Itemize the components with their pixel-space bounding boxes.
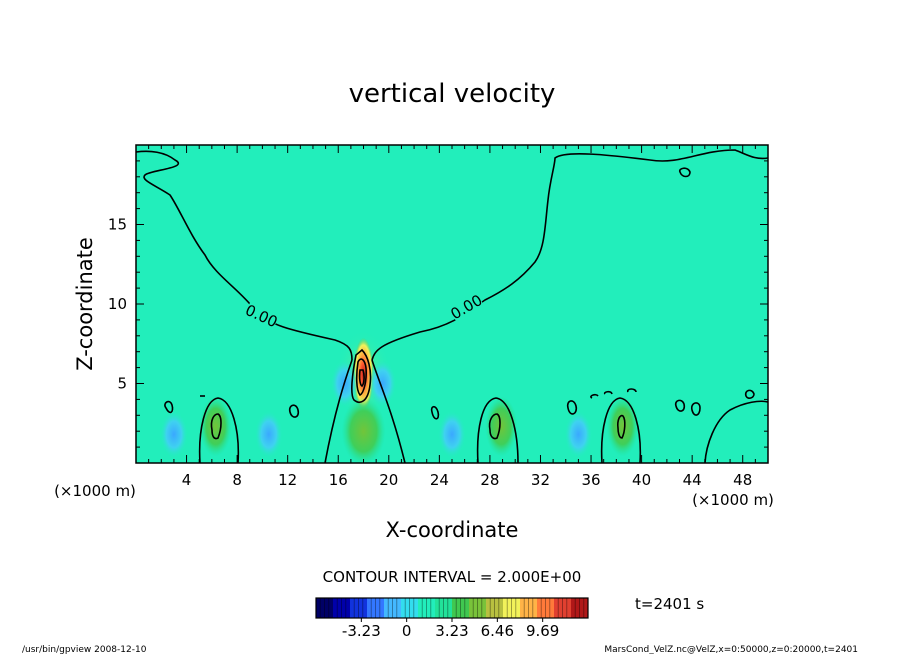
small-contour-2 — [288, 404, 300, 418]
small-contour-8 — [678, 167, 691, 178]
small-contour-9 — [590, 388, 637, 399]
small-contour-4 — [566, 400, 578, 415]
updraft-contour-6 — [198, 397, 240, 463]
core-base-updraft — [341, 397, 386, 463]
y-tick-label: 5 — [117, 375, 127, 393]
colorbar-swatch — [333, 598, 351, 618]
feature-downdraft-5 — [254, 410, 283, 459]
plot-background — [136, 145, 768, 463]
colorbar-tick-label: 6.46 — [481, 622, 514, 640]
x-tick-label: 28 — [480, 471, 499, 489]
colorbar-swatch — [503, 598, 521, 618]
x-tick-label: 48 — [733, 471, 752, 489]
colorbar-swatch — [486, 598, 504, 618]
x-axis: 4 8 12 16 20 24 28 32 36 40 44 48 — [148, 145, 756, 489]
x-tick-label: 20 — [379, 471, 398, 489]
updraft-contour-38-inner — [617, 414, 626, 439]
colorbar-swatch — [350, 598, 368, 618]
updraft-contour-29 — [476, 397, 519, 463]
colorbar-tick-label: 9.69 — [526, 622, 559, 640]
y-tick-label: 10 — [108, 295, 127, 313]
colorbar-swatch — [554, 598, 572, 618]
contour-interval-label: CONTOUR INTERVAL = 2.000E+00 — [323, 568, 582, 586]
feature-downdraft-4 — [159, 410, 188, 459]
colorbar-swatch — [384, 598, 402, 618]
y-axis: 5 10 15 — [108, 160, 768, 448]
colorbar-swatch — [571, 598, 589, 618]
small-contour-1 — [164, 400, 174, 414]
footer-right: MarsCond_VelZ.nc@VelZ,x=0:50000,z=0:2000… — [604, 645, 858, 654]
x-tick-label: 44 — [683, 471, 702, 489]
colorbar-swatch — [401, 598, 419, 618]
small-contour-6 — [690, 402, 701, 416]
colorbar-swatch — [418, 598, 436, 618]
zero-contour-upper — [136, 149, 768, 361]
x-unit-label-right: (×1000 m) — [692, 491, 774, 509]
colorbar-swatch — [435, 598, 453, 618]
updraft-contour-6-inner — [210, 413, 222, 440]
footer-left: /usr/bin/gpview 2008-12-10 — [22, 645, 147, 654]
colorbar-swatch — [537, 598, 555, 618]
core-contour-6 — [358, 369, 365, 387]
chart-title: vertical velocity — [349, 79, 556, 109]
x-tick-label: 40 — [632, 471, 651, 489]
contour-lines — [136, 149, 768, 463]
colorbar-swatch — [520, 598, 538, 618]
colorbar-swatch — [469, 598, 487, 618]
core-contour-outer — [324, 359, 406, 463]
x-tick-label: 8 — [232, 471, 242, 489]
core-contour-2 — [351, 348, 372, 403]
colorbar-swatch — [316, 598, 334, 618]
field-features — [159, 329, 639, 463]
feature-updraft-3 — [606, 396, 639, 457]
y-tick-label: 15 — [108, 216, 127, 234]
x-tick-label: 32 — [531, 471, 550, 489]
colorbar-tick-label: 3.23 — [435, 622, 468, 640]
x-tick-label: 4 — [182, 471, 192, 489]
y-axis-label: Z-coordinate — [73, 237, 97, 371]
updraft-contour-29-inner — [488, 413, 501, 440]
colorbar — [315, 597, 589, 619]
feature-updraft-1 — [199, 396, 232, 457]
core-contour-4 — [355, 358, 367, 397]
time-label: t=2401 s — [635, 595, 704, 613]
small-contour-5 — [674, 399, 686, 412]
colorbar-tick-label: -3.23 — [342, 622, 381, 640]
x-tick-label: 16 — [329, 471, 348, 489]
x-tick-label: 24 — [430, 471, 449, 489]
updraft-contour-38 — [600, 397, 642, 463]
x-axis-label: X-coordinate — [386, 518, 519, 542]
colorbar-ticks: -3.23 0 3.23 6.46 9.69 — [342, 618, 559, 640]
colorbar-swatch — [367, 598, 385, 618]
colorbar-swatch — [452, 598, 470, 618]
x-unit-label: (×1000 m) — [54, 482, 136, 500]
x-tick-label: 36 — [581, 471, 600, 489]
updraft-contour-right — [704, 400, 768, 463]
plot-area — [136, 145, 768, 463]
small-contour-7 — [744, 389, 755, 399]
colorbar-tick-label: 0 — [402, 622, 412, 640]
x-tick-label: 12 — [278, 471, 297, 489]
small-contour-3 — [430, 405, 440, 420]
feature-downdraft-7 — [564, 410, 593, 459]
feature-downdraft-6 — [438, 410, 466, 459]
